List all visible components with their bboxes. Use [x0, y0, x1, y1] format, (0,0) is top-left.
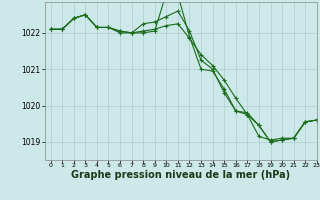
X-axis label: Graphe pression niveau de la mer (hPa): Graphe pression niveau de la mer (hPa): [71, 170, 290, 180]
